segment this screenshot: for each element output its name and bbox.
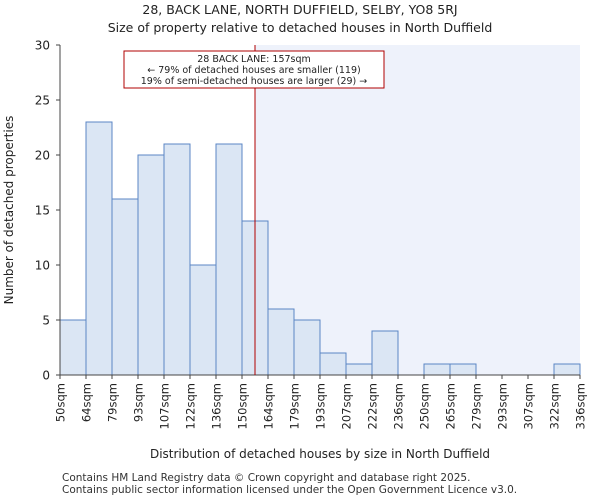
histogram-bar [215,143,243,376]
histogram-bar [345,363,373,376]
x-tick-label: 179sqm [288,383,302,429]
x-tick-label: 150sqm [236,383,250,429]
annotation-line-1: 28 BACK LANE: 157sqm [197,54,311,65]
histogram-bar [449,363,477,376]
x-tick-label: 93sqm [132,383,146,422]
x-tick-label: 293sqm [496,383,510,429]
histogram-bar [189,264,217,376]
footer-licence: Contains public sector information licen… [62,484,518,496]
y-axis-label: Number of detached properties [2,116,16,305]
y-tick-label: 30 [35,39,50,53]
histogram-bar [111,198,139,376]
histogram-bar [267,308,295,376]
y-tick-label: 15 [35,204,50,218]
x-tick-label: 136sqm [210,383,224,429]
x-tick-label: 50sqm [54,383,68,422]
y-tick-label: 0 [42,369,50,383]
annotation-box [123,50,385,89]
histogram-bar [85,121,113,376]
x-tick-label: 64sqm [80,383,94,422]
annotation-line-2: ← 79% of detached houses are smaller (11… [147,65,360,76]
histogram-bar [553,363,581,376]
footer-copyright: Contains HM Land Registry data © Crown c… [62,472,471,484]
x-tick-label: 307sqm [522,383,536,429]
y-tick-label: 5 [42,314,50,328]
x-tick-label: 164sqm [262,383,276,429]
x-axis-label: Distribution of detached houses by size … [150,447,490,461]
page-title: 28, BACK LANE, NORTH DUFFIELD, SELBY, YO… [142,2,458,17]
y-tick-label: 20 [35,149,50,163]
x-tick-label: 122sqm [184,383,198,429]
x-tick-label: 322sqm [548,383,562,429]
histogram-chart: 0 5 10 15 20 25 30 50sqm 64sqm 79sqm 93sqm 107sqm 12… [2,39,588,462]
histogram-bar [319,352,347,376]
x-tick-label: 107sqm [158,383,172,429]
x-tick-label: 279sqm [470,383,484,429]
x-tick-label: 250sqm [418,383,432,429]
x-tick-label: 336sqm [574,383,588,429]
x-tick-label: 265sqm [444,383,458,429]
x-tick-label: 207sqm [340,383,354,429]
x-tick-label: 79sqm [106,383,120,422]
chart-subtitle: Size of property relative to detached ho… [107,20,493,35]
histogram-bar [423,363,451,376]
x-tick-label: 236sqm [392,383,406,429]
histogram-bar [371,330,399,376]
x-tick-label: 193sqm [314,383,328,429]
annotation-line-3: 19% of semi-detached houses are larger (… [141,76,368,87]
histogram-bar [163,143,191,376]
histogram-bar [137,154,165,376]
y-tick-label: 25 [35,94,50,108]
x-tick-label: 222sqm [366,383,380,429]
histogram-bar [59,319,87,376]
histogram-bar [293,319,321,376]
y-tick-label: 10 [35,259,50,273]
